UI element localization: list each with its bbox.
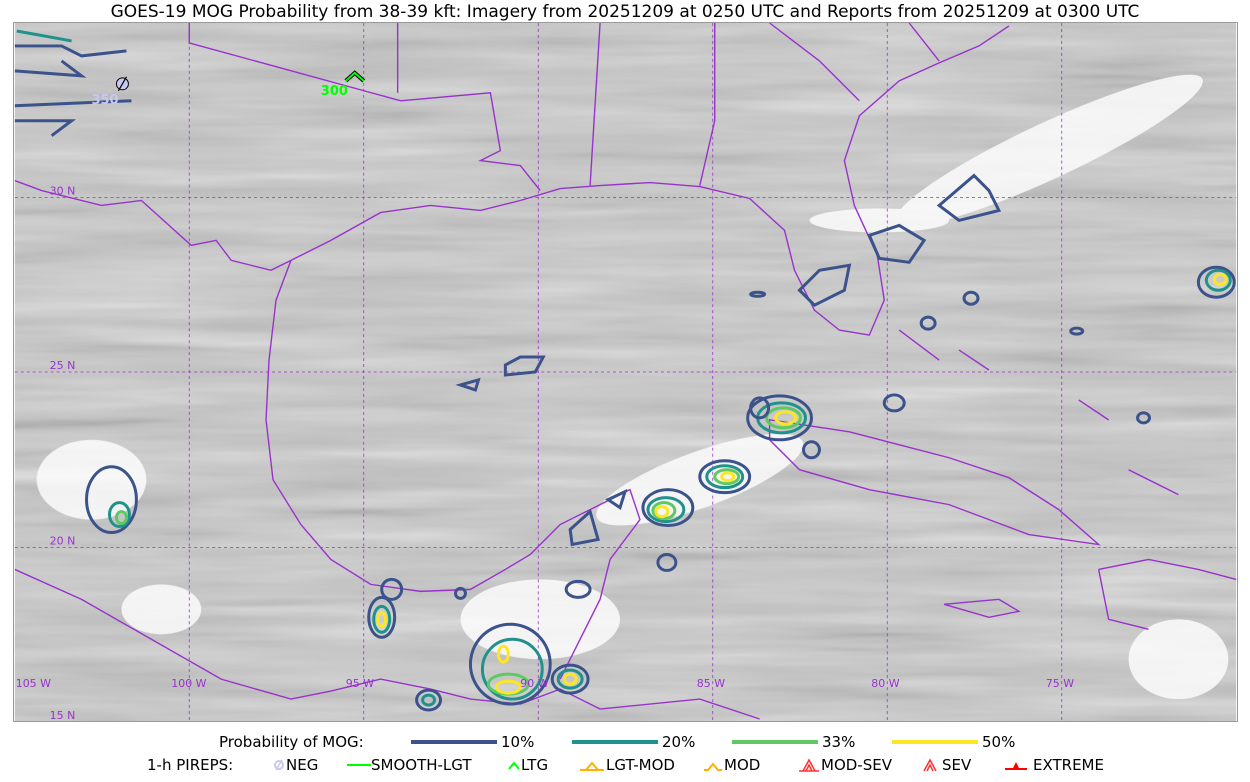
- lat-label: 20 N: [50, 535, 76, 548]
- lat-label: 15 N: [50, 709, 76, 722]
- contour-cluster: [415, 688, 443, 712]
- pirep-item-extreme: EXTREME: [1003, 756, 1104, 774]
- contour-cluster: [698, 459, 752, 495]
- lat-label: 25 N: [50, 359, 76, 372]
- contour-cluster: [85, 465, 138, 535]
- swatch-33-icon: [732, 740, 818, 744]
- sev-icon: [923, 758, 937, 772]
- pirep-neg-altitude: 350: [92, 93, 119, 108]
- pireps-legend-title: 1-h PIREPS:: [147, 756, 234, 774]
- pirep-item-lgt-mod: LGT-MOD: [578, 756, 675, 774]
- legend-label: EXTREME: [1033, 756, 1104, 774]
- legend-label: 10%: [501, 733, 535, 751]
- mog-contours: [14, 29, 1236, 712]
- lon-label: 80 W: [871, 677, 899, 690]
- contour-cluster: [550, 663, 590, 695]
- legend-label: 50%: [982, 733, 1016, 751]
- pireps-legend: 1-h PIREPS: NEG SMOOTH-LGT LTG LGT-MOD M…: [0, 756, 1250, 776]
- lon-label: 75 W: [1046, 677, 1074, 690]
- probability-legend: Probability of MOG: 10% 20% 33% 50%: [0, 733, 1250, 753]
- neg-icon: [274, 759, 284, 771]
- legend-label: MOD: [724, 756, 761, 774]
- extreme-icon: [1005, 762, 1027, 770]
- ltg-caret-icon: [508, 761, 520, 770]
- pirep-ltg: 300: [321, 70, 366, 99]
- legend-label: 33%: [822, 733, 856, 751]
- contour-10pct-outlines: [14, 44, 1151, 600]
- pirep-neg: 350: [92, 76, 129, 108]
- lat-label: 30 N: [50, 185, 76, 198]
- lon-label: 105 W: [16, 677, 51, 690]
- contour-20pct-edge: [16, 29, 72, 43]
- legend-item-20: 20%: [572, 733, 695, 751]
- satellite-map: 350 300 30 N 25 N 20 N 15 N 105 W 100 W …: [13, 22, 1238, 722]
- swatch-20-icon: [572, 740, 658, 744]
- lon-label: 85 W: [697, 677, 725, 690]
- contour-cluster: [367, 577, 404, 639]
- swatch-10-icon: [411, 740, 497, 744]
- pirep-item-ltg: LTG: [507, 756, 548, 774]
- pirep-item-sev: SEV: [918, 756, 971, 774]
- legend-label: NEG: [286, 756, 319, 774]
- contour-cluster: [468, 622, 552, 706]
- legend-label: SEV: [942, 756, 972, 774]
- grid-labels: 30 N 25 N 20 N 15 N 105 W 100 W 95 W 90 …: [16, 185, 1074, 722]
- probability-legend-title: Probability of MOG:: [219, 733, 364, 751]
- gridlines: [14, 23, 1237, 721]
- lgt-mod-icon: [580, 761, 604, 771]
- pirep-ltg-altitude: 300: [321, 84, 348, 99]
- mod-caret-icon: [704, 762, 722, 771]
- contour-cluster: [641, 488, 695, 528]
- coastlines-borders: [14, 23, 1237, 720]
- legend-label: LTG: [521, 756, 549, 774]
- swatch-50-icon: [892, 740, 978, 744]
- smooth-lgt-line-icon: [347, 764, 371, 766]
- lon-label: 95 W: [346, 677, 374, 690]
- pirep-item-neg: NEG: [272, 756, 318, 774]
- contour-cluster: [1196, 265, 1236, 299]
- cloud-patches: [36, 74, 1229, 700]
- lon-label: 100 W: [171, 677, 206, 690]
- pirep-item-smooth-lgt: SMOOTH-LGT: [347, 756, 472, 774]
- legend-label: LGT-MOD: [606, 756, 675, 774]
- legend-label: SMOOTH-LGT: [371, 756, 472, 774]
- pirep-item-mod: MOD: [702, 756, 760, 774]
- pirep-item-mod-sev: MOD-SEV: [797, 756, 892, 774]
- legend-label: MOD-SEV: [821, 756, 892, 774]
- mod-sev-icon: [799, 758, 819, 772]
- legend-item-33: 33%: [732, 733, 855, 751]
- legend-item-10: 10%: [411, 733, 534, 751]
- legend-label: 20%: [662, 733, 696, 751]
- map-title: GOES-19 MOG Probability from 38-39 kft: …: [110, 2, 1140, 22]
- lon-label: 90 W: [520, 677, 548, 690]
- legend-item-50: 50%: [892, 733, 1015, 751]
